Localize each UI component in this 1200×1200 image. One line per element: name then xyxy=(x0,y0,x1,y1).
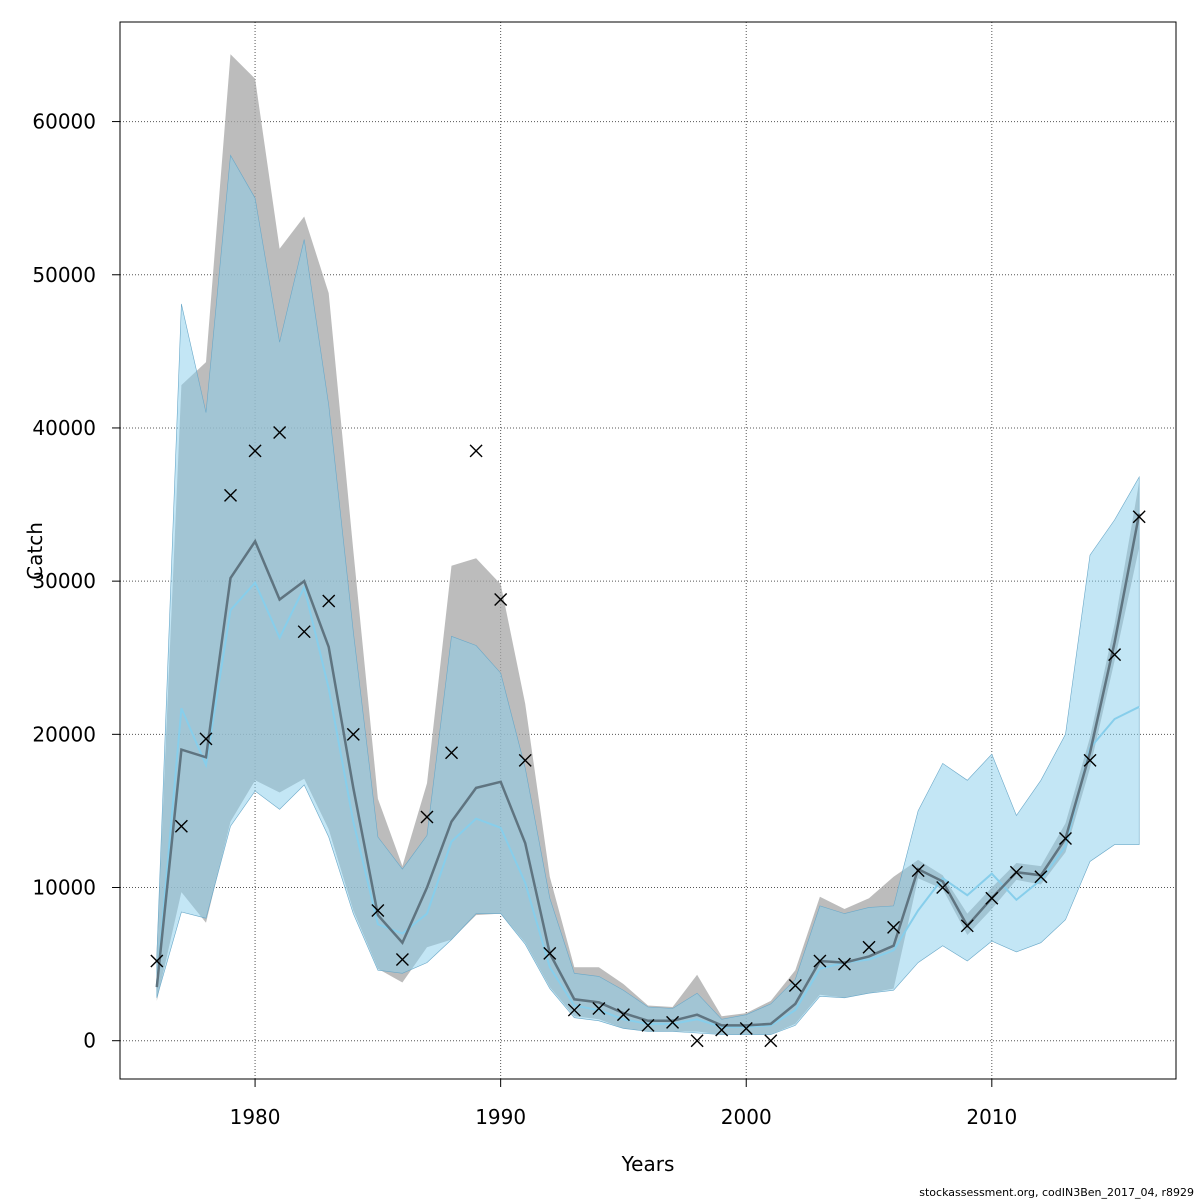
grey-estimate-line xyxy=(155,513,1141,1027)
observed-catch-marker xyxy=(322,594,336,608)
y-tick-label: 40000 xyxy=(32,416,96,440)
observed-catch-marker xyxy=(1034,870,1048,884)
observed-catch-marker xyxy=(911,864,925,878)
observed-catch-marker xyxy=(469,444,483,458)
y-axis-title: Catch xyxy=(23,522,47,580)
y-tick-label: 10000 xyxy=(32,876,96,900)
observed-catch-marker xyxy=(1083,753,1097,767)
y-tick-label: 20000 xyxy=(32,722,96,746)
observed-catch-marker xyxy=(420,810,434,824)
estimate-lines xyxy=(155,513,1141,1028)
observed-catch-marker xyxy=(616,1008,630,1022)
observed-catch-marker xyxy=(666,1015,680,1029)
x-axis-title: Years xyxy=(621,1152,675,1176)
y-tick-label: 0 xyxy=(83,1029,96,1053)
observed-catch-marker xyxy=(936,881,950,895)
grey-confidence-band xyxy=(156,54,1140,1035)
x-tick-label: 1980 xyxy=(230,1105,281,1129)
observed-catch-marker xyxy=(1108,648,1122,662)
x-axis: 1980 1990 2000 2010 xyxy=(230,1079,1017,1129)
observed-catch-marker xyxy=(445,746,459,760)
observed-catch-marker xyxy=(567,1003,581,1017)
observed-catch-marker xyxy=(985,891,999,905)
observed-catch-marker xyxy=(960,919,974,933)
observed-catch-marker xyxy=(174,819,188,833)
observed-catch-marker xyxy=(788,979,802,993)
observed-catch-marker xyxy=(887,920,901,934)
blue-confidence-band xyxy=(156,154,1140,1035)
observed-catch-marker xyxy=(273,426,287,440)
observed-catch-marker xyxy=(1009,865,1023,879)
observed-catch-marker xyxy=(199,732,213,746)
observed-catch-marker xyxy=(395,953,409,967)
x-tick-label: 2010 xyxy=(966,1105,1017,1129)
observed-catch-marker xyxy=(715,1023,729,1037)
y-tick-label: 60000 xyxy=(32,110,96,134)
observed-catch-marker xyxy=(739,1021,753,1035)
observed-catch-marker xyxy=(862,940,876,954)
observed-catch-marker xyxy=(837,957,851,971)
grid-lines xyxy=(120,22,1176,1079)
observed-catch-marker xyxy=(494,593,508,607)
observed-catch-marker xyxy=(813,954,827,968)
observed-catch-marker xyxy=(224,488,238,502)
y-tick-label: 50000 xyxy=(32,263,96,287)
observed-catch-marker xyxy=(346,727,360,741)
observed-catch-marker xyxy=(297,625,311,639)
observed-catch-marker xyxy=(371,903,385,917)
observed-catch-marker xyxy=(690,1034,704,1048)
observed-catch-marker xyxy=(150,954,164,968)
observed-catch-marker xyxy=(248,444,262,458)
observed-catch-marker xyxy=(543,946,557,960)
observed-catch-marker xyxy=(1132,510,1146,524)
footnote: stockassessment.org, codIN3Ben_2017_04, … xyxy=(919,1186,1194,1199)
plot-frame xyxy=(119,21,1177,1080)
y-axis: 0 10000 20000 30000 40000 50000 60000 xyxy=(32,110,120,1053)
observed-catch-marker xyxy=(1058,831,1072,845)
blue-estimate-line xyxy=(155,580,1140,1028)
y-tick-label: 30000 xyxy=(32,569,96,593)
observed-catch-marker xyxy=(641,1018,655,1032)
observed-catch-marker xyxy=(764,1034,778,1048)
x-tick-label: 1990 xyxy=(475,1105,526,1129)
observed-catch-marker xyxy=(518,753,532,767)
observed-catch-marker xyxy=(592,1002,606,1016)
confidence-bands xyxy=(156,54,1140,1035)
x-tick-label: 2000 xyxy=(721,1105,772,1129)
observed-catch-markers xyxy=(150,426,1146,1048)
